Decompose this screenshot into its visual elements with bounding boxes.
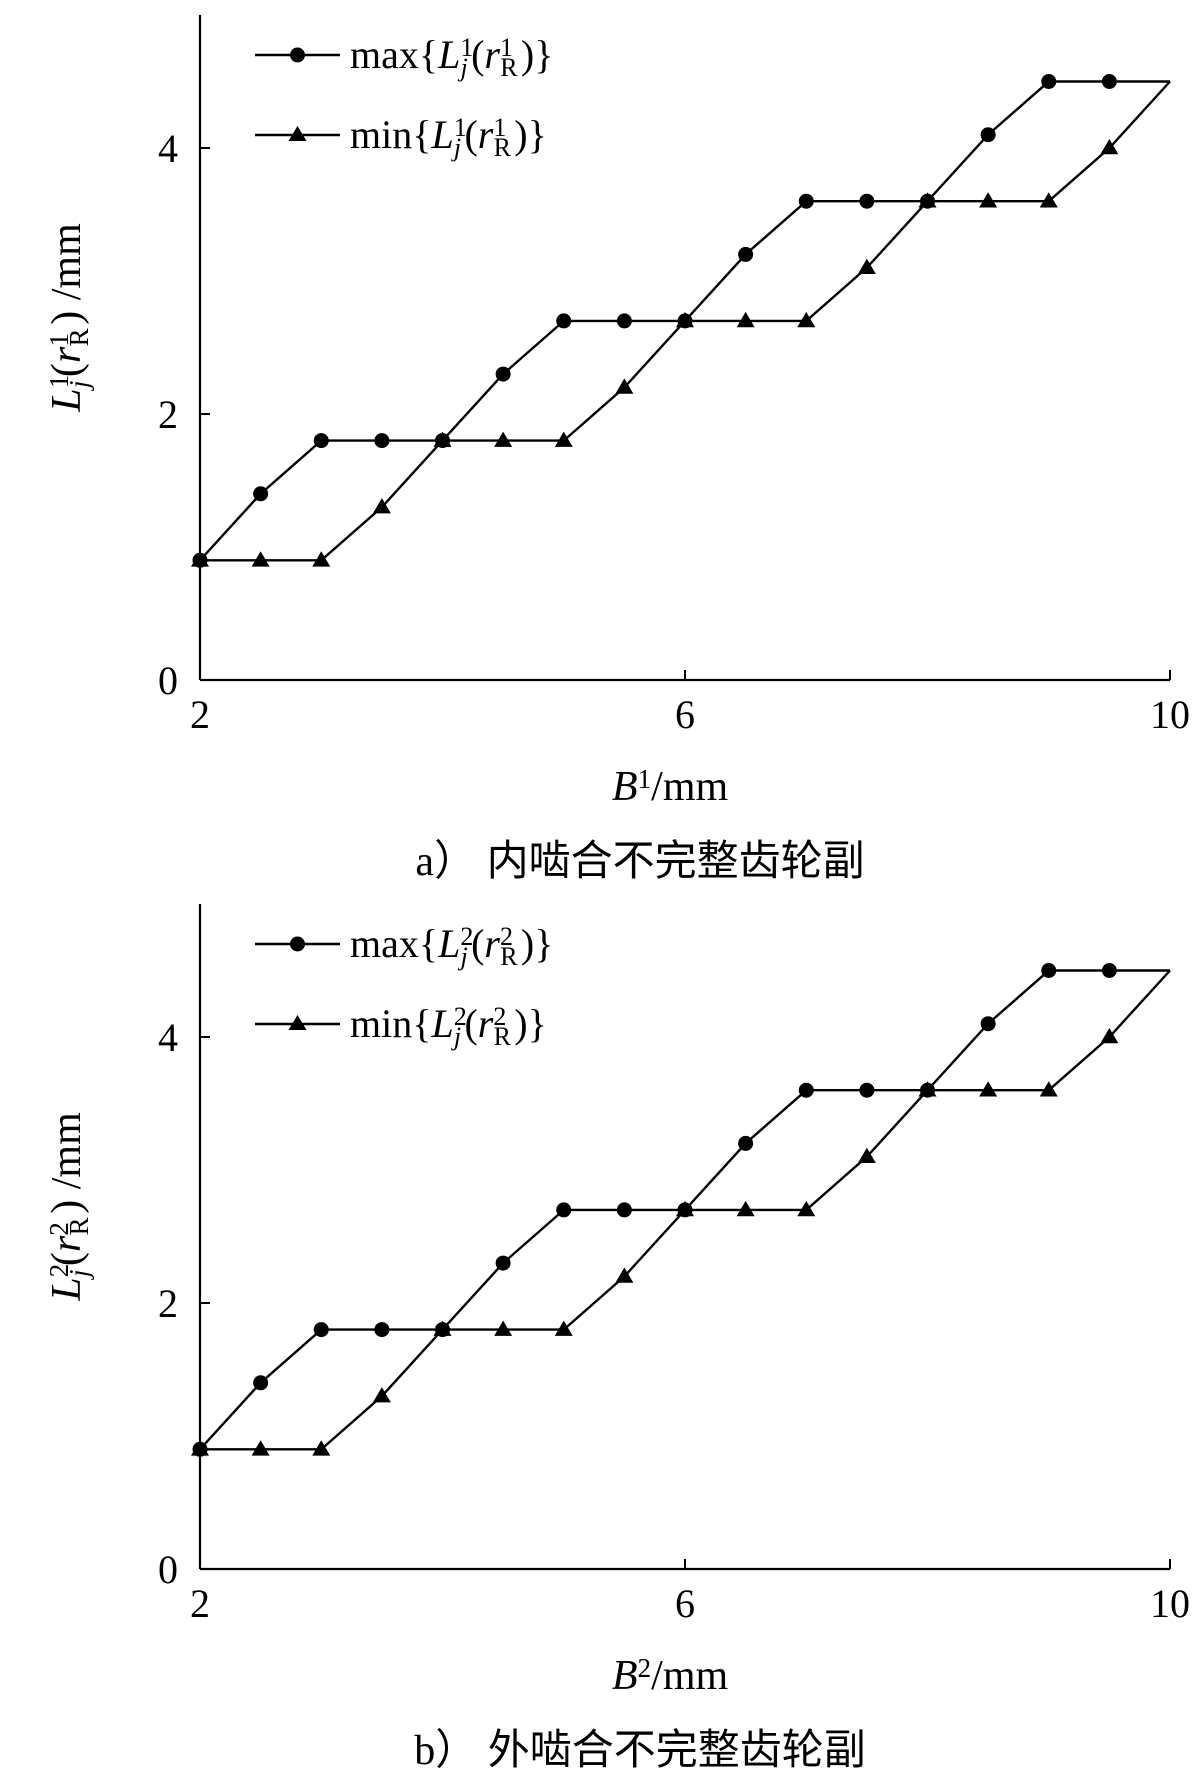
a-max-point — [374, 433, 390, 449]
b-max-point — [1101, 963, 1117, 978]
b-max-point — [859, 1082, 875, 1098]
b-max-point — [253, 1375, 269, 1391]
a-y-tick-label: 0 — [158, 658, 178, 703]
a-min-point — [494, 431, 513, 447]
b-min-point — [1100, 1028, 1119, 1044]
b-max-point — [980, 1016, 996, 1032]
a-x-tick-label: 10 — [1150, 692, 1190, 737]
a-max-point — [1101, 74, 1117, 89]
a-legend-label-min: min{L1 j (r1 R )} — [350, 112, 547, 162]
b-max-point — [1041, 963, 1057, 978]
b-max-point — [495, 1255, 511, 1271]
b-y-tick-label: 4 — [158, 1015, 178, 1060]
a-max-point — [495, 366, 511, 382]
a-x-tick-label: 6 — [675, 692, 695, 737]
b-max-point — [374, 1322, 390, 1338]
b-y-axis-label: L2j (r2R ) /mm — [44, 1112, 94, 1302]
b-min-point — [372, 1387, 391, 1403]
a-max-point — [313, 433, 329, 449]
b-min-point — [979, 1081, 998, 1097]
a-max-point — [738, 246, 754, 262]
a-min-point — [372, 498, 391, 514]
b-min-point — [312, 1440, 331, 1456]
b-x-tick-label: 10 — [1150, 1581, 1190, 1626]
b-min-point — [554, 1320, 573, 1336]
b-min-point — [191, 1440, 209, 1456]
b-y-axis-label-group: L2j (r2R ) /mm — [44, 1112, 94, 1302]
a-min-point — [191, 551, 209, 567]
a-max-point — [556, 313, 572, 329]
a-y-axis-label: L1j (r1R ) /mm — [44, 223, 94, 413]
b-min-point — [433, 1320, 452, 1336]
a-max-point — [1041, 74, 1057, 89]
b-y-tick-label: 2 — [158, 1281, 178, 1326]
b-max-point — [313, 1322, 329, 1338]
chart-panel-a: 2 6 10 0 2 4 max{L1 j (r1 R )} min{L1 j (r1 R )} B1/… — [0, 0, 1200, 889]
a-legend-marker-circle — [290, 47, 305, 63]
b-x-tick-label: 6 — [675, 1581, 695, 1626]
a-min-point — [979, 192, 998, 208]
b-max-point — [738, 1135, 754, 1151]
a-y-axis-label-group: L1j (r1R ) /mm — [44, 223, 94, 413]
a-legend-label-max: max{L1 j (r1 R )} — [350, 32, 553, 82]
a-min-point — [797, 311, 816, 328]
b-legend-label-min: min{L2 j (r2 R )} — [350, 1001, 547, 1051]
b-x-tick-label: 2 — [190, 1581, 210, 1626]
b-min-point — [736, 1200, 755, 1217]
a-x-tick-label: 2 — [190, 692, 210, 737]
a-min-point — [433, 431, 452, 447]
a-min-point — [1100, 139, 1119, 155]
b-min-point — [857, 1147, 876, 1163]
b-max-point — [556, 1202, 572, 1218]
b-min-point — [1039, 1081, 1058, 1097]
a-min-point — [857, 258, 876, 274]
a-min-point — [312, 551, 331, 567]
a-min-point — [251, 551, 270, 567]
chart-panel-b: 2 6 10 0 2 4 max{L2 j (r2 R )} min{L2 j (r2 R )} B2/… — [0, 889, 1200, 1778]
a-min-point — [615, 378, 634, 394]
a-x-axis-label: B1/mm — [612, 764, 729, 810]
b-min-point — [494, 1320, 513, 1336]
b-legend-label-max: max{L2 j (r2 R )} — [350, 921, 553, 971]
b-max-point — [798, 1082, 814, 1098]
b-legend-marker-triangle — [288, 1015, 307, 1030]
b-y-tick-label: 0 — [158, 1547, 178, 1592]
a-max-point — [859, 193, 875, 209]
a-max-point — [798, 193, 814, 209]
a-caption: a） 内啮合不完整齿轮副 — [415, 838, 864, 885]
b-max-point — [616, 1202, 632, 1218]
b-x-axis-label: B2/mm — [612, 1653, 729, 1699]
a-max-point — [253, 486, 269, 502]
a-min-point — [736, 311, 755, 328]
b-min-point — [797, 1200, 816, 1217]
a-max-point — [980, 127, 996, 143]
a-legend-marker-triangle — [288, 126, 307, 141]
a-max-point — [616, 313, 632, 329]
a-min-point — [1039, 192, 1058, 208]
a-y-tick-label: 2 — [158, 392, 178, 437]
a-min-point — [554, 431, 573, 447]
b-min-point — [918, 1081, 937, 1097]
a-min-point — [918, 192, 937, 208]
b-min-point — [676, 1200, 694, 1217]
b-min-point — [251, 1440, 270, 1456]
b-caption: b） 外啮合不完整齿轮副 — [414, 1727, 866, 1774]
b-min-point — [615, 1267, 634, 1283]
a-min-point — [676, 311, 694, 328]
a-y-tick-label: 4 — [158, 126, 178, 171]
b-legend-marker-circle — [290, 936, 305, 952]
